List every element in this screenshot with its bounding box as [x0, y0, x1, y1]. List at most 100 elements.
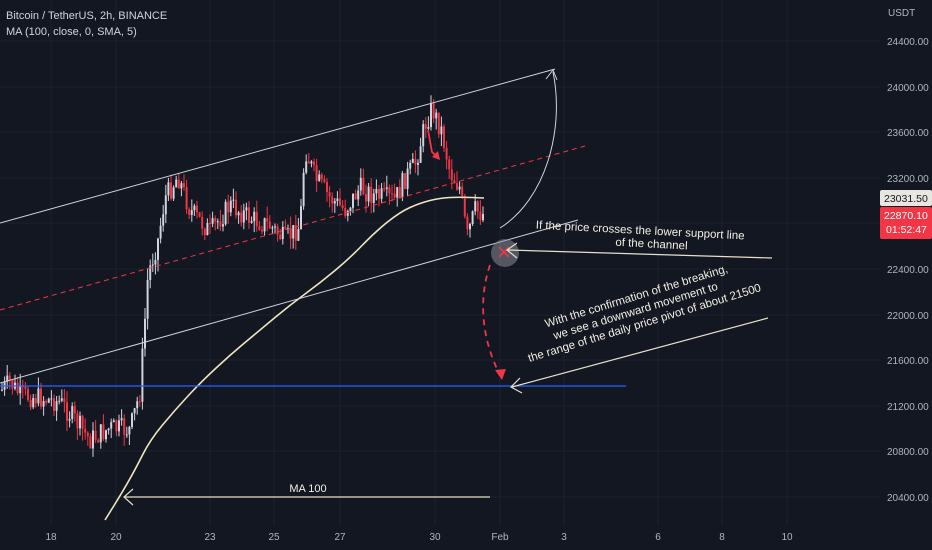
time-tick-label: 8	[719, 532, 725, 543]
candle-body	[99, 424, 102, 443]
candle-body	[190, 210, 193, 215]
candle-body	[292, 225, 295, 239]
time-tick-label: 25	[268, 532, 280, 543]
candle-body	[432, 103, 435, 119]
candle-body	[302, 172, 305, 207]
candle-body	[437, 112, 440, 135]
candle-body	[131, 413, 133, 427]
indicator-title[interactable]: MA (100, close, 0, SMA, 5)	[6, 26, 137, 38]
candle-body	[97, 440, 100, 443]
ma-100-line	[104, 196, 485, 521]
candle-body	[136, 401, 139, 409]
candle-body	[378, 189, 380, 199]
support-break-note[interactable]: If the price crosses the lower support l…	[535, 220, 745, 256]
candle-body	[404, 173, 406, 189]
ma-note[interactable]: MA 100	[289, 483, 326, 495]
candle-body	[469, 223, 471, 230]
candle-body	[123, 418, 126, 435]
candle-body	[383, 188, 386, 190]
candle-body	[458, 186, 461, 190]
candle-body	[427, 127, 430, 129]
candle-body	[89, 436, 92, 449]
candle-body	[201, 216, 204, 229]
candle-body	[211, 218, 214, 224]
candle-body	[331, 196, 334, 204]
symbol-title[interactable]: Bitcoin / TetherUS, 2h, BINANCE	[6, 10, 168, 22]
candle-body	[1, 389, 3, 391]
candle-body	[320, 174, 323, 180]
candle-body	[232, 199, 235, 201]
support-note-line2: of the channel	[615, 237, 688, 253]
candle-body	[16, 382, 19, 394]
candle-body	[198, 212, 201, 217]
pivot-annotation-arrow[interactable]	[511, 317, 769, 388]
candle-body	[344, 208, 347, 216]
candle-body	[411, 158, 414, 163]
price-axis[interactable]: USDT 24400.00 24000.00 23600.00 23200.00 228…	[887, 8, 929, 504]
candle-body	[162, 214, 165, 226]
candle-body	[81, 415, 84, 429]
candle-body	[328, 192, 331, 197]
breakdown-note[interactable]: With the confirmation of the breaking, w…	[519, 256, 763, 365]
candle-body	[479, 211, 482, 221]
candle-body	[419, 146, 422, 163]
candle-body	[362, 177, 365, 195]
candle-body	[172, 187, 175, 199]
candle-body	[58, 400, 61, 402]
candle-body	[79, 415, 81, 429]
candle-body	[102, 424, 105, 440]
candle-body	[271, 227, 274, 229]
breakdown-arrowhead	[495, 369, 506, 380]
candle-body	[287, 228, 289, 230]
candle-body	[370, 186, 373, 203]
candle-body	[42, 400, 45, 407]
candle-body	[66, 402, 68, 421]
candle-body	[45, 400, 48, 403]
candle-body	[305, 161, 308, 173]
channel-upper-line[interactable]	[0, 68, 556, 224]
candle-body	[307, 161, 310, 164]
candle-body	[68, 418, 71, 421]
candle-body	[289, 228, 292, 239]
candle-body	[385, 187, 388, 189]
candle-body	[146, 279, 149, 319]
candle-body	[118, 420, 120, 432]
candle-body	[255, 211, 258, 227]
channel-lower-line[interactable]	[0, 219, 579, 384]
candle-body	[8, 375, 11, 381]
candle-body	[175, 179, 178, 188]
candle-body	[94, 430, 97, 441]
candle-body	[110, 422, 113, 429]
candle-body	[84, 428, 87, 433]
candle-body	[453, 180, 456, 184]
candle-body	[354, 193, 357, 200]
time-tick-label: 30	[429, 532, 441, 543]
candle-body	[237, 212, 240, 216]
time-axis[interactable]: 18 20 23 25 27 30 Feb 3 6 8 10	[45, 532, 793, 543]
candle-body	[313, 161, 315, 166]
price-tick-label: 20400.00	[887, 493, 929, 504]
candle-body	[357, 190, 360, 200]
candle-body	[133, 408, 136, 414]
time-tick-label: Feb	[491, 532, 509, 543]
candle-body	[53, 398, 55, 411]
candle-body	[112, 420, 115, 423]
pivot-arrowhead	[510, 377, 523, 394]
candle-body	[107, 428, 110, 431]
candle-body	[409, 162, 412, 169]
support-annotation-arrow[interactable]	[507, 249, 773, 259]
candle-body	[448, 159, 451, 170]
candle-body	[284, 226, 287, 229]
candle-body	[367, 186, 370, 202]
candle-body	[336, 198, 339, 202]
candle-body	[92, 430, 94, 449]
candle-body	[183, 183, 185, 188]
candle-body	[141, 348, 144, 402]
channel-midline[interactable]	[0, 145, 586, 311]
candle-body	[388, 187, 391, 194]
price-tick-label: 23600.00	[887, 128, 929, 139]
candle-body	[250, 221, 253, 223]
candle-body	[315, 165, 318, 181]
